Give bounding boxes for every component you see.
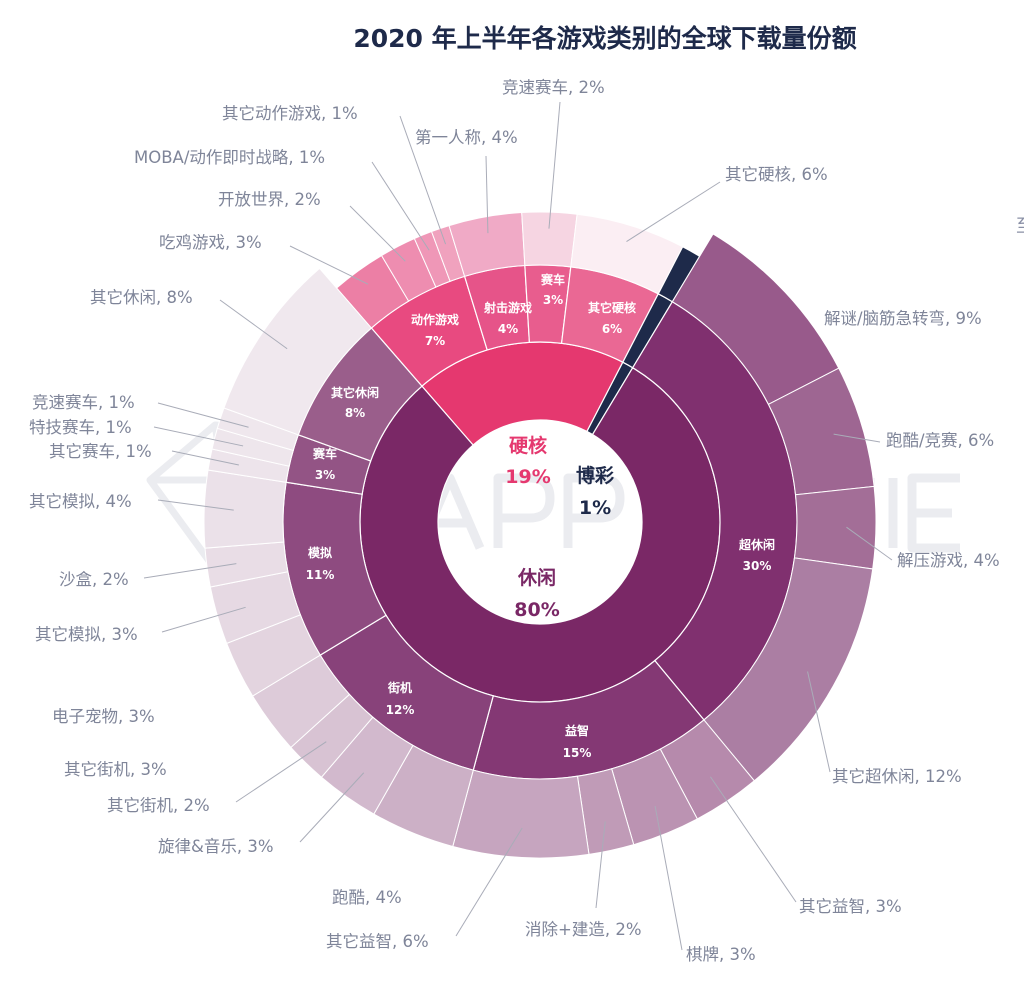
leader-line [219, 299, 288, 350]
ring-label-value: 6% [602, 322, 622, 336]
ring-label-value: 4% [498, 322, 518, 336]
center-label-value: 1% [579, 497, 611, 519]
leader-line [548, 101, 561, 229]
leaf-label: 第一人称, 4% [415, 128, 518, 147]
leader-line [153, 426, 244, 447]
ring-label-name: 赛车 [312, 446, 337, 461]
leader-line [485, 155, 489, 234]
leaf-label: 其它模拟, 3% [35, 625, 138, 644]
ring-label-name: 街机 [387, 680, 412, 695]
leaf-label: 电子宠物, 3% [52, 707, 155, 726]
leader-line [299, 772, 365, 843]
leader-line [399, 115, 447, 245]
watermark-letter [563, 473, 625, 548]
leader-line [143, 563, 237, 579]
leaf-label: 开放世界, 2% [218, 190, 321, 209]
ring-label-value: 15% [563, 746, 592, 760]
ring-label-name: 其它硬核 [588, 300, 636, 315]
leaf-label: 特技赛车, 1% [29, 417, 132, 437]
leader-line [455, 827, 523, 937]
leaf-label: 其它赛车, 1% [49, 441, 152, 461]
ring-label-value: 30% [743, 559, 772, 573]
leader-line [595, 821, 606, 909]
leaf-label: 竞速赛车, 2% [502, 77, 605, 97]
leader-line [846, 526, 893, 561]
leaf-label: 其它街机, 2% [107, 796, 210, 815]
ring-label-name: 赛车 [540, 272, 565, 287]
leaf-label: 跑酷/竞赛, 6% [886, 430, 994, 450]
leaf-label: 其它硬核, 6% [725, 165, 828, 184]
outer-slice [452, 769, 590, 859]
outer-slice [793, 485, 877, 570]
leader-line [371, 161, 430, 251]
outer-slice [223, 267, 373, 436]
leaf-label: MOBA/动作即时战略, 1% [134, 148, 325, 167]
outer-slice [203, 469, 287, 549]
leader-line [157, 402, 249, 428]
leader-line [833, 433, 881, 443]
leader-line [289, 245, 369, 285]
ring-label-name: 益智 [565, 723, 589, 738]
leaf-label: 消除+建造, 2% [525, 920, 642, 939]
leader-line [654, 805, 683, 951]
leader-line [161, 606, 246, 633]
ring-label-value: 8% [345, 406, 365, 420]
leader-line [807, 671, 831, 773]
leader-line [235, 741, 327, 803]
ring-label-value: 12% [386, 703, 415, 717]
leader-line [626, 181, 721, 242]
leader-line [349, 205, 406, 262]
leaf-label: 旋律&音乐, 3% [158, 837, 274, 856]
ring-label-value: 3% [315, 468, 335, 482]
ring-label-value: 3% [543, 293, 563, 307]
leaf-label: 其它超休闲, 12% [832, 767, 962, 786]
center-label-name: 博彩 [576, 464, 614, 487]
leader-line [709, 776, 797, 903]
chart-title: 2020 年上半年各游戏类别的全球下载量份额 [353, 24, 856, 53]
leaf-label: 竞速赛车, 1% [32, 392, 135, 412]
leaf-label: 其它休闲, 8% [90, 288, 193, 307]
ring-label-name: 超休闲 [738, 537, 775, 552]
leaf-label: 棋牌, 3% [686, 945, 756, 964]
ring-label-name: 射击游戏 [483, 300, 532, 315]
leaf-label: 其它益智, 3% [799, 897, 902, 916]
edge-cropped-text: 至 [1016, 216, 1024, 237]
ring-label-name: 模拟 [308, 545, 332, 560]
center-label-name: 休闲 [517, 566, 556, 589]
leaf-label: 沙盒, 2% [59, 570, 129, 589]
ring-label-value: 7% [425, 334, 445, 348]
leaf-label: 其它街机, 3% [64, 760, 167, 779]
leaf-label: 其它动作游戏, 1% [222, 104, 358, 123]
leaf-label: 吃鸡游戏, 3% [159, 233, 262, 252]
center-label-value: 80% [514, 599, 559, 621]
watermark-letter [907, 473, 960, 553]
ring-label-name: 动作游戏 [411, 312, 459, 327]
ring-label-name: 其它休闲 [331, 385, 379, 400]
leaf-label: 其它模拟, 4% [29, 492, 132, 511]
leaf-label: 解压游戏, 4% [897, 551, 1000, 570]
leaf-label: 其它益智, 6% [326, 932, 429, 951]
watermark-letter [493, 473, 555, 548]
leaf-label: 解谜/脑筋急转弯, 9% [824, 309, 982, 328]
center-label-name: 硬核 [509, 434, 547, 457]
center-label-value: 19% [505, 466, 550, 488]
leader-line [171, 450, 239, 466]
leaf-label: 跑酷, 4% [332, 888, 402, 907]
ring-label-value: 11% [306, 568, 335, 582]
leader-line [157, 499, 234, 511]
